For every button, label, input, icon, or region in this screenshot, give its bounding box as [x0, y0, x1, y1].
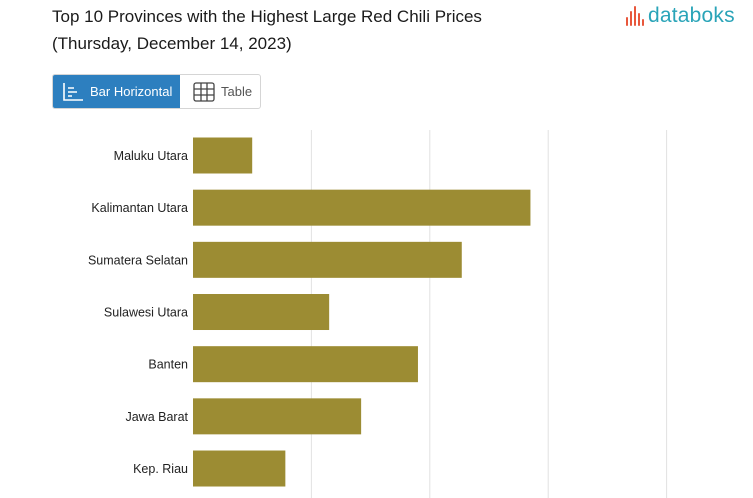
databoks-logo[interactable]: databoks: [626, 4, 735, 28]
bar-kalimantan-utara[interactable]: [193, 189, 531, 226]
category-label: Sumatera Selatan: [88, 253, 188, 267]
chart-title-line2: (Thursday, December 14, 2023): [52, 34, 292, 53]
table-tab[interactable]: Table: [180, 75, 252, 108]
bar-jawa-barat[interactable]: [193, 398, 362, 435]
category-label: Sulawesi Utara: [104, 306, 188, 320]
bar-maluku-utara[interactable]: [193, 137, 253, 174]
bar-chart: Maluku Utara Kalimantan Utara Sumatera Sel…: [88, 130, 668, 498]
category-label: Maluku Utara: [114, 149, 188, 163]
bar-banten[interactable]: [193, 346, 418, 383]
logo-text: databoks: [648, 4, 735, 27]
bar-kep-riau[interactable]: [193, 450, 286, 487]
table-icon: [193, 81, 215, 102]
category-label: Kep. Riau: [133, 462, 188, 476]
view-toggle: Bar Horizontal Table: [52, 74, 261, 109]
bar-sumatera-selatan[interactable]: [193, 241, 462, 278]
bar-horizontal-label: Bar Horizontal: [90, 84, 173, 99]
logo-bars-icon: [626, 6, 644, 26]
bar-chart-icon: [63, 82, 83, 101]
chart-title: Top 10 Provinces with the Highest Large …: [52, 3, 592, 57]
category-label: Banten: [148, 358, 188, 372]
bar-sulawesi-utara[interactable]: [193, 294, 330, 331]
table-label: Table: [221, 84, 253, 99]
chart-title-line1: Top 10 Provinces with the Highest Large …: [52, 7, 482, 26]
category-label: Jawa Barat: [125, 410, 188, 424]
bar-horizontal-tab[interactable]: Bar Horizontal: [53, 75, 180, 108]
category-label: Kalimantan Utara: [91, 201, 188, 215]
